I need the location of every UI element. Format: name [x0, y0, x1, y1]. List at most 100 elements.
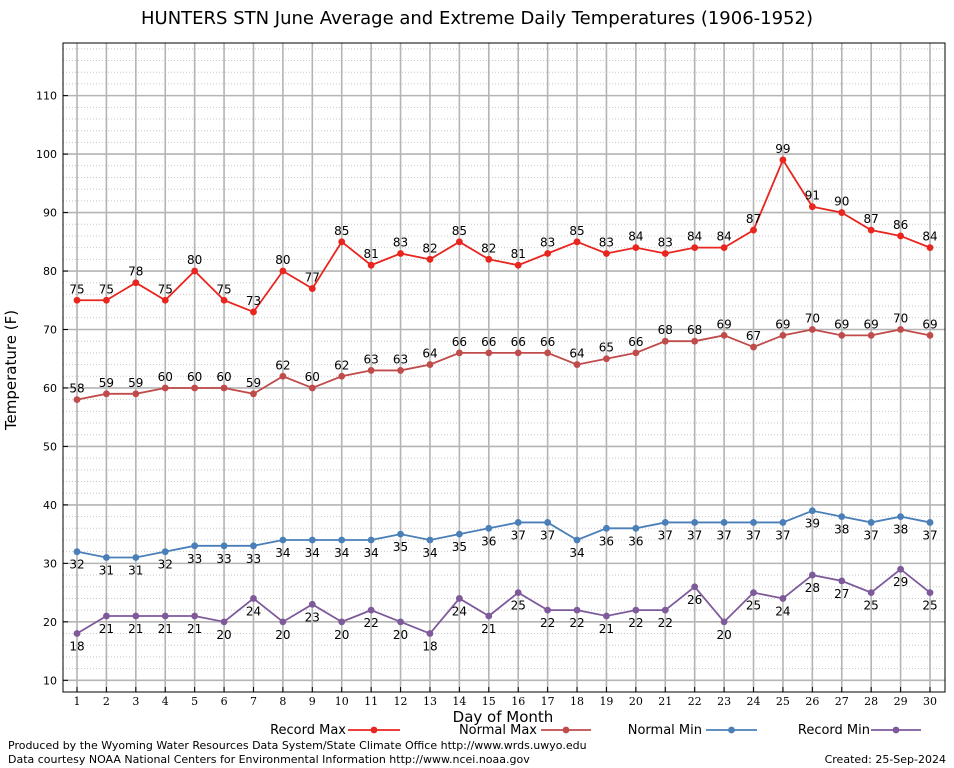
- data-label: 77: [305, 271, 320, 285]
- data-label: 85: [452, 224, 467, 238]
- data-point: [838, 331, 846, 339]
- data-label: 25: [746, 599, 761, 613]
- series-record-max: 75 75 78 75 80 75 73 80 77 85 81 83 82 85 82 81 83 85 83 84…: [69, 142, 938, 316]
- data-label: 35: [452, 540, 467, 554]
- data-label: 90: [834, 195, 849, 209]
- data-label: 83: [540, 235, 555, 249]
- data-label: 66: [628, 335, 643, 349]
- data-point: [838, 577, 846, 585]
- data-label: 28: [805, 581, 820, 595]
- data-point: [926, 589, 934, 597]
- data-point: [779, 519, 787, 526]
- data-point: [603, 355, 610, 363]
- data-label: 20: [393, 628, 408, 642]
- x-tick-label: 22: [688, 695, 702, 708]
- data-point: [544, 349, 552, 357]
- data-label: 58: [69, 382, 84, 396]
- data-point: [279, 536, 287, 544]
- data-point: [397, 530, 404, 538]
- data-label: 23: [305, 610, 320, 624]
- data-label: 75: [69, 282, 84, 296]
- data-point: [573, 536, 581, 544]
- data-point: [308, 285, 316, 292]
- x-tick-label: 8: [279, 695, 286, 708]
- data-label: 34: [422, 546, 437, 560]
- data-label: 24: [246, 604, 261, 618]
- data-label: 37: [922, 528, 937, 542]
- y-tick-label: 60: [43, 382, 57, 395]
- data-label: 20: [275, 628, 290, 642]
- data-point: [926, 519, 934, 526]
- data-label: 63: [393, 352, 408, 366]
- data-point: [367, 536, 375, 544]
- data-label: 29: [893, 575, 908, 589]
- chart-title: HUNTERS STN June Average and Extreme Dai…: [141, 8, 813, 29]
- x-tick-label: 27: [835, 695, 849, 708]
- data-label: 64: [422, 347, 437, 361]
- data-point: [73, 630, 81, 637]
- data-point: [691, 337, 699, 345]
- data-label: 34: [569, 546, 584, 560]
- data-point: [220, 384, 228, 392]
- x-tick-label: 2: [103, 695, 110, 708]
- data-label: 87: [746, 212, 761, 226]
- data-point: [514, 519, 522, 526]
- data-point: [808, 571, 816, 579]
- data-point: [603, 524, 610, 532]
- data-point: [103, 390, 110, 398]
- data-point: [397, 367, 404, 374]
- data-label: 34: [334, 546, 349, 560]
- data-point: [426, 255, 434, 263]
- x-tick-label: 15: [482, 695, 496, 708]
- data-point: [455, 238, 463, 246]
- data-label: 84: [687, 230, 702, 244]
- data-point: [573, 606, 581, 614]
- data-point: [485, 524, 493, 532]
- data-label: 37: [511, 528, 526, 542]
- footer-credit: Produced by the Wyoming Water Resources …: [8, 739, 587, 752]
- y-tick-label: 10: [43, 674, 57, 687]
- data-label: 37: [540, 528, 555, 542]
- data-point: [250, 308, 257, 316]
- data-point: [867, 226, 875, 234]
- footer-created-date: Created: 25-Sep-2024: [824, 753, 946, 766]
- data-point: [661, 250, 669, 257]
- data-point: [779, 331, 787, 339]
- data-label: 26: [687, 593, 702, 607]
- x-tick-label: 19: [599, 695, 613, 708]
- data-point: [485, 349, 493, 357]
- data-point: [691, 244, 699, 252]
- data-point: [191, 612, 199, 620]
- data-label: 39: [805, 517, 820, 531]
- data-label: 34: [305, 546, 320, 560]
- data-point: [103, 612, 110, 620]
- y-tick-label: 30: [43, 557, 57, 570]
- data-point: [103, 296, 110, 304]
- data-label: 83: [393, 235, 408, 249]
- data-point: [514, 589, 522, 597]
- data-point: [338, 372, 346, 380]
- data-point: [897, 513, 904, 520]
- data-label: 22: [569, 616, 584, 630]
- data-label: 38: [893, 523, 908, 537]
- x-tick-label: 26: [805, 695, 819, 708]
- data-label: 66: [452, 335, 467, 349]
- x-axis-ticks: 1 2 3 4 5 6 7 8 9 10 11 12 13 14 15 16 17 18 19 20 21 22 23 24 2…: [74, 687, 937, 708]
- legend: Record Max Normal Max Normal Min Record Min: [270, 723, 921, 738]
- data-label: 38: [834, 523, 849, 537]
- y-tick-label: 80: [43, 265, 57, 278]
- data-label: 68: [687, 323, 702, 337]
- data-point: [250, 542, 257, 550]
- data-point: [720, 244, 728, 252]
- data-label: 81: [363, 247, 378, 261]
- data-label: 73: [246, 294, 261, 308]
- data-label: 80: [275, 253, 290, 267]
- data-label: 84: [922, 230, 937, 244]
- x-tick-label: 11: [364, 695, 378, 708]
- data-point: [632, 244, 640, 252]
- data-label: 67: [746, 329, 761, 343]
- data-point: [455, 595, 463, 602]
- data-label: 68: [658, 323, 673, 337]
- data-point: [397, 250, 404, 257]
